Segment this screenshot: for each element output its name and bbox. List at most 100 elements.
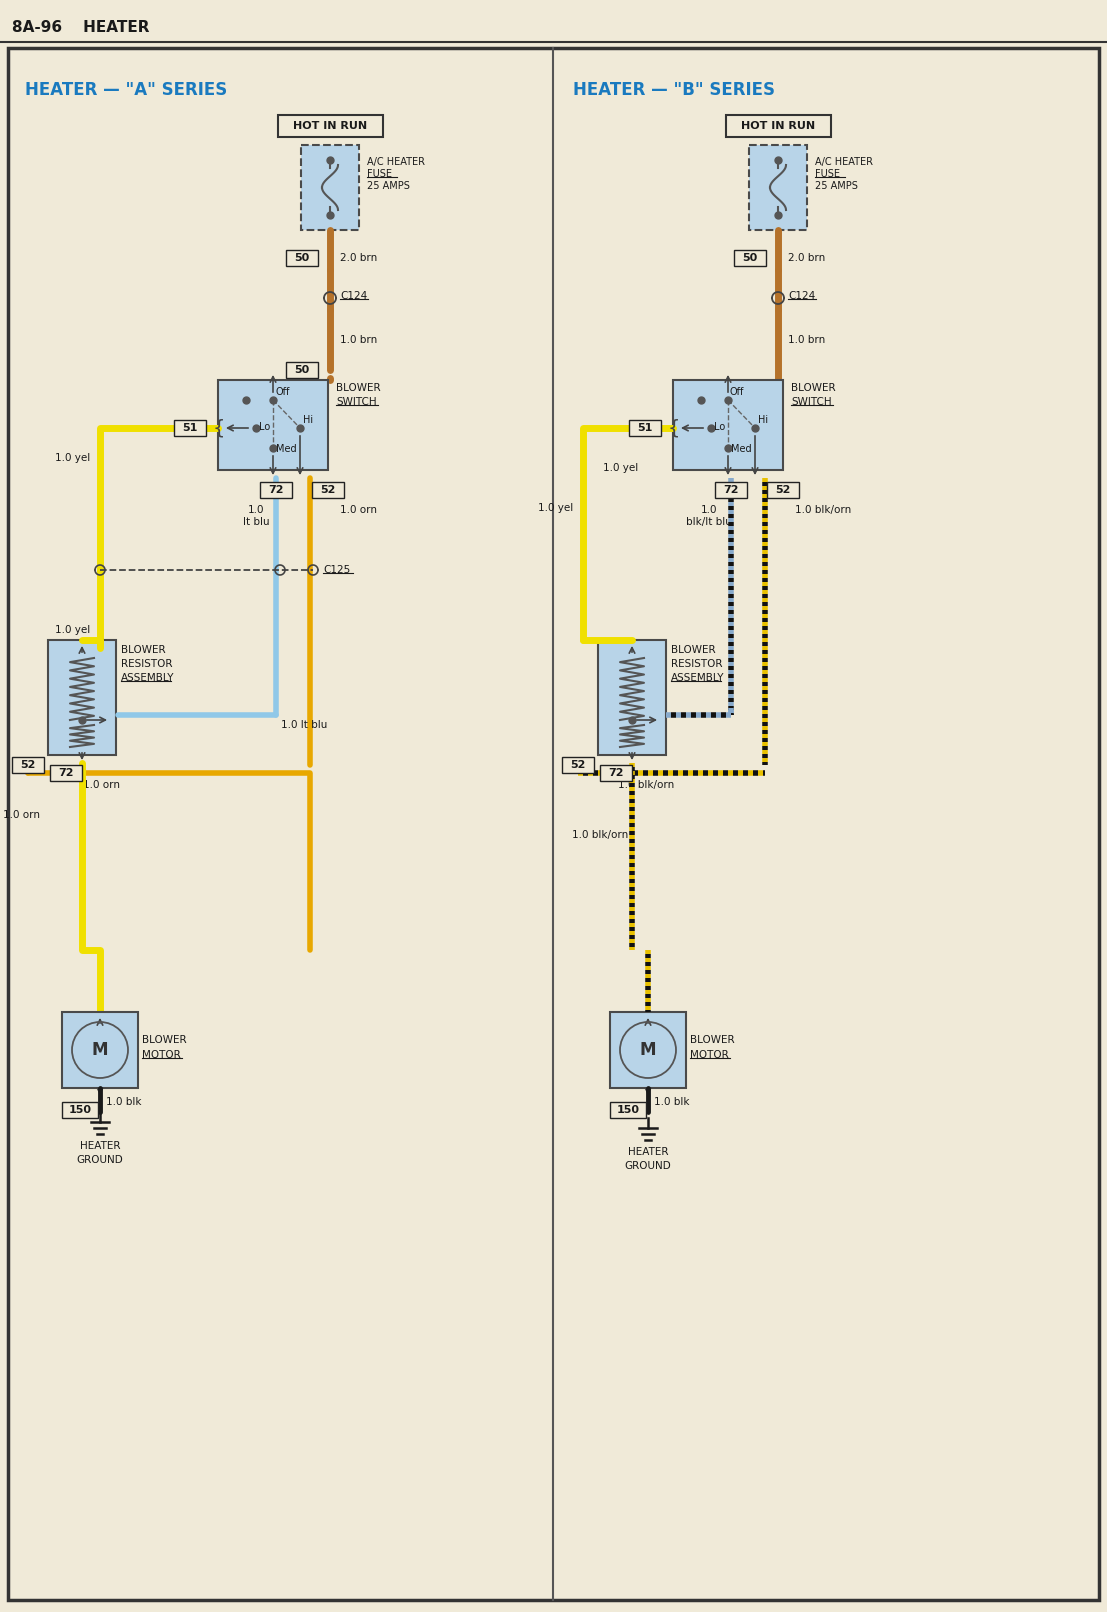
FancyBboxPatch shape bbox=[629, 421, 661, 435]
Text: 1.0 brn: 1.0 brn bbox=[340, 335, 377, 345]
Text: 25 AMPS: 25 AMPS bbox=[368, 181, 410, 190]
Text: 1.0 yel: 1.0 yel bbox=[603, 463, 639, 472]
Text: 1.0 blk: 1.0 blk bbox=[654, 1098, 690, 1107]
Text: 72: 72 bbox=[59, 767, 74, 779]
Text: 1.0 blk: 1.0 blk bbox=[106, 1098, 142, 1107]
Text: Off: Off bbox=[275, 387, 289, 397]
Text: HEATER: HEATER bbox=[628, 1148, 669, 1157]
Text: C124: C124 bbox=[788, 292, 815, 301]
Text: MOTOR: MOTOR bbox=[690, 1049, 728, 1061]
Text: 1.0 yel: 1.0 yel bbox=[54, 453, 90, 463]
Text: HOT IN RUN: HOT IN RUN bbox=[741, 121, 815, 131]
Text: 1.0 lt blu: 1.0 lt blu bbox=[281, 721, 328, 730]
Text: 1.0 blk/orn: 1.0 blk/orn bbox=[618, 780, 674, 790]
Text: 1.0 brn: 1.0 brn bbox=[788, 335, 825, 345]
Text: GROUND: GROUND bbox=[624, 1161, 671, 1170]
FancyBboxPatch shape bbox=[278, 114, 383, 137]
Text: Hi: Hi bbox=[303, 414, 313, 426]
FancyBboxPatch shape bbox=[749, 145, 807, 231]
Text: 1.0: 1.0 bbox=[248, 505, 265, 514]
Text: 1.0 orn: 1.0 orn bbox=[340, 505, 377, 514]
FancyBboxPatch shape bbox=[734, 250, 766, 266]
FancyBboxPatch shape bbox=[726, 114, 831, 137]
Text: ASSEMBLY: ASSEMBLY bbox=[121, 672, 175, 683]
Text: 1.0 yel: 1.0 yel bbox=[538, 503, 573, 513]
Text: 72: 72 bbox=[608, 767, 623, 779]
Text: Lo: Lo bbox=[714, 422, 725, 432]
FancyBboxPatch shape bbox=[8, 48, 1099, 1601]
Text: 2.0 brn: 2.0 brn bbox=[788, 253, 825, 263]
Text: SWITCH: SWITCH bbox=[337, 397, 376, 406]
Text: 8A-96    HEATER: 8A-96 HEATER bbox=[12, 21, 149, 35]
Text: 1.0: 1.0 bbox=[701, 505, 717, 514]
FancyBboxPatch shape bbox=[48, 640, 116, 754]
Text: FUSE: FUSE bbox=[368, 169, 392, 179]
FancyBboxPatch shape bbox=[301, 145, 359, 231]
FancyBboxPatch shape bbox=[673, 380, 783, 471]
Text: C125: C125 bbox=[323, 564, 350, 575]
Text: blk/lt blu: blk/lt blu bbox=[686, 517, 732, 527]
Text: M: M bbox=[640, 1041, 656, 1059]
Text: {: { bbox=[668, 419, 680, 437]
FancyBboxPatch shape bbox=[286, 250, 318, 266]
Text: A/C HEATER: A/C HEATER bbox=[815, 156, 873, 168]
Text: BLOWER: BLOWER bbox=[121, 645, 166, 654]
FancyBboxPatch shape bbox=[715, 482, 747, 498]
FancyBboxPatch shape bbox=[12, 758, 44, 774]
Text: SWITCH: SWITCH bbox=[792, 397, 831, 406]
Text: Hi: Hi bbox=[758, 414, 768, 426]
FancyBboxPatch shape bbox=[218, 380, 328, 471]
Text: RESISTOR: RESISTOR bbox=[671, 659, 723, 669]
FancyBboxPatch shape bbox=[260, 482, 292, 498]
Text: BLOWER: BLOWER bbox=[671, 645, 715, 654]
Text: BLOWER: BLOWER bbox=[337, 384, 381, 393]
Text: HEATER: HEATER bbox=[80, 1141, 121, 1151]
FancyBboxPatch shape bbox=[174, 421, 206, 435]
Text: HEATER — "B" SERIES: HEATER — "B" SERIES bbox=[573, 81, 775, 98]
Text: 1.0 yel: 1.0 yel bbox=[54, 625, 90, 635]
Text: 150: 150 bbox=[617, 1104, 640, 1116]
Text: 51: 51 bbox=[183, 422, 198, 434]
Text: C124: C124 bbox=[340, 292, 368, 301]
FancyBboxPatch shape bbox=[610, 1103, 646, 1119]
Text: 52: 52 bbox=[570, 759, 586, 771]
Text: 1.0 orn: 1.0 orn bbox=[83, 780, 120, 790]
Text: 52: 52 bbox=[775, 485, 790, 495]
Text: 25 AMPS: 25 AMPS bbox=[815, 181, 858, 190]
Text: 51: 51 bbox=[638, 422, 653, 434]
Text: 72: 72 bbox=[268, 485, 283, 495]
Text: 150: 150 bbox=[69, 1104, 92, 1116]
Text: Off: Off bbox=[730, 387, 744, 397]
Text: 50: 50 bbox=[294, 253, 310, 263]
Text: BLOWER: BLOWER bbox=[792, 384, 836, 393]
Text: 52: 52 bbox=[20, 759, 35, 771]
Text: HOT IN RUN: HOT IN RUN bbox=[293, 121, 368, 131]
Text: M: M bbox=[92, 1041, 108, 1059]
Text: {: { bbox=[213, 419, 225, 437]
Text: Med: Med bbox=[731, 443, 752, 455]
FancyBboxPatch shape bbox=[610, 1012, 686, 1088]
Text: ASSEMBLY: ASSEMBLY bbox=[671, 672, 724, 683]
Text: 50: 50 bbox=[743, 253, 757, 263]
FancyBboxPatch shape bbox=[62, 1012, 138, 1088]
Text: 1.0 orn: 1.0 orn bbox=[3, 809, 40, 821]
Text: 1.0 blk/orn: 1.0 blk/orn bbox=[795, 505, 851, 514]
Text: HEATER — "A" SERIES: HEATER — "A" SERIES bbox=[25, 81, 227, 98]
Text: 72: 72 bbox=[723, 485, 738, 495]
Text: A/C HEATER: A/C HEATER bbox=[368, 156, 425, 168]
Text: Lo: Lo bbox=[259, 422, 270, 432]
Text: GROUND: GROUND bbox=[76, 1156, 123, 1165]
Text: 2.0 brn: 2.0 brn bbox=[340, 253, 377, 263]
Text: FUSE: FUSE bbox=[815, 169, 840, 179]
Text: MOTOR: MOTOR bbox=[142, 1049, 180, 1061]
FancyBboxPatch shape bbox=[312, 482, 344, 498]
FancyBboxPatch shape bbox=[62, 1103, 99, 1119]
Text: Med: Med bbox=[276, 443, 297, 455]
FancyBboxPatch shape bbox=[767, 482, 799, 498]
Text: 52: 52 bbox=[320, 485, 335, 495]
FancyBboxPatch shape bbox=[562, 758, 594, 774]
FancyBboxPatch shape bbox=[286, 363, 318, 377]
FancyBboxPatch shape bbox=[598, 640, 666, 754]
Text: 1.0 blk/orn: 1.0 blk/orn bbox=[572, 830, 629, 840]
Text: BLOWER: BLOWER bbox=[142, 1035, 187, 1045]
